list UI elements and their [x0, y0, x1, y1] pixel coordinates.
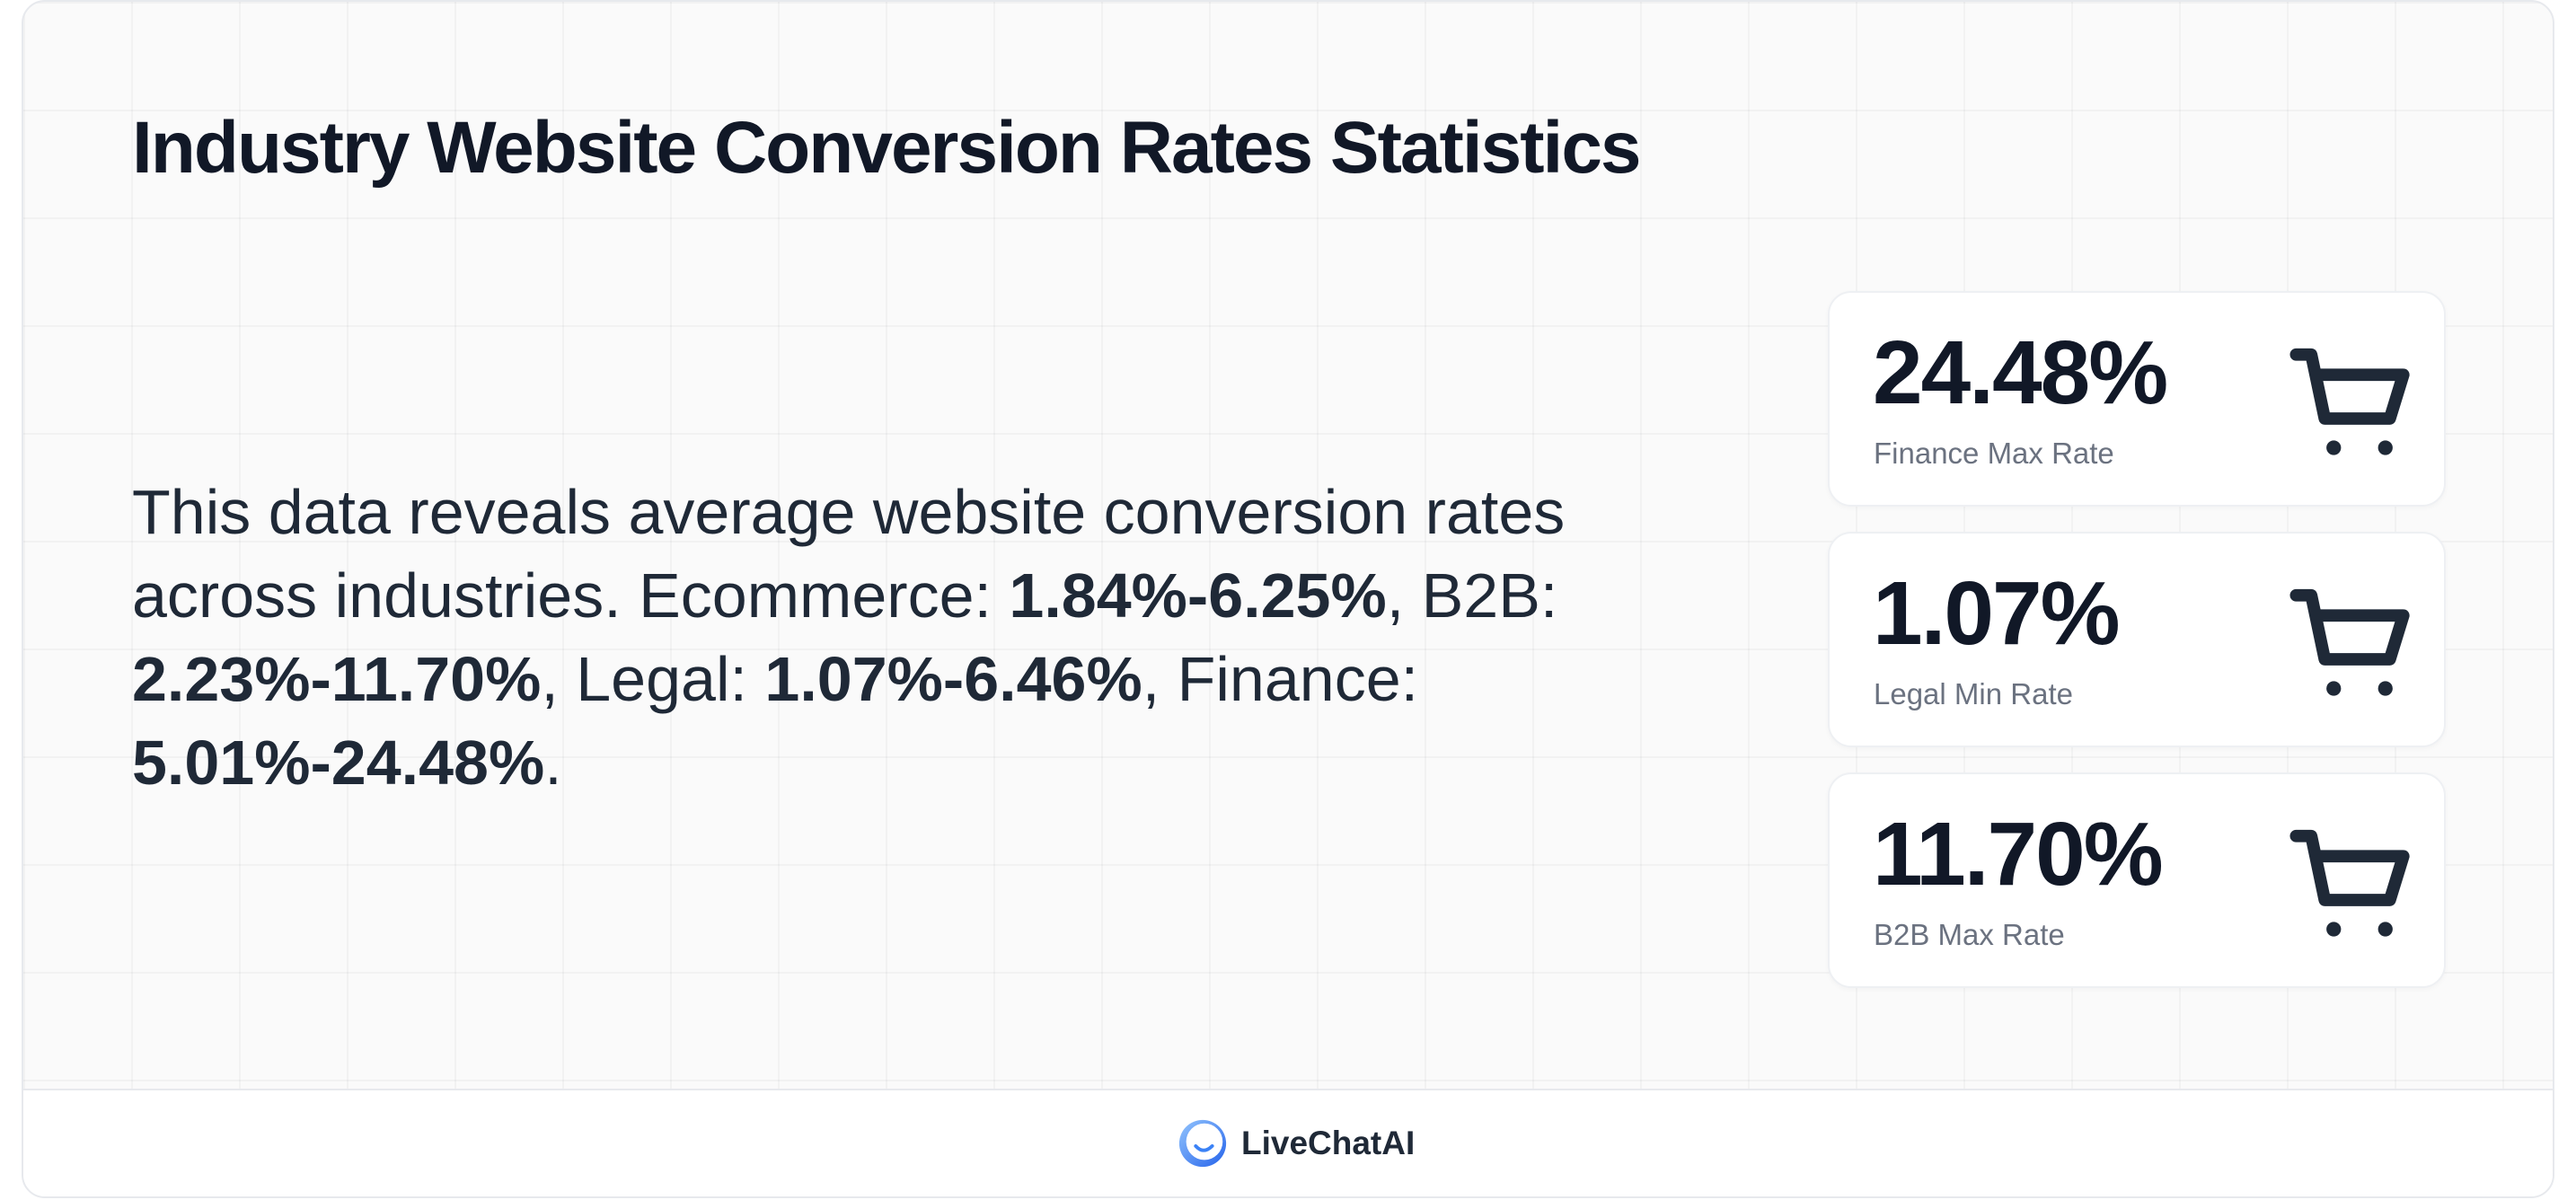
stat-label: Finance Max Rate — [1874, 437, 2114, 470]
stat-card-finance-max: 24.48% Finance Max Rate — [1828, 291, 2446, 507]
shopping-cart-icon — [2289, 348, 2410, 455]
stat-value: 11.70% — [1873, 804, 2164, 904]
ecommerce-range: 1.84%-6.25% — [1009, 560, 1387, 631]
description-b2b-label: , B2B: — [1386, 560, 1558, 631]
stat-cards: 24.48% Finance Max Rate 1.07% Legal Min … — [1828, 291, 2446, 1013]
smile-chat-logo-icon — [1178, 1119, 1227, 1168]
brand-name: LiveChatAI — [1241, 1125, 1416, 1161]
brand: LiveChatAI — [1177, 1116, 1415, 1171]
shopping-cart-icon — [2289, 829, 2410, 937]
legal-range: 1.07%-6.46% — [764, 644, 1142, 714]
page-title: Industry Website Conversion Rates Statis… — [132, 107, 1642, 189]
stat-card-legal-min: 1.07% Legal Min Rate — [1828, 532, 2446, 747]
shopping-cart-icon — [2289, 588, 2410, 696]
description-text: This data reveals average website conver… — [132, 471, 1605, 805]
stat-card-b2b-max: 11.70% B2B Max Rate — [1828, 772, 2446, 988]
b2b-range: 2.23%-11.70% — [132, 644, 542, 714]
description-finance-label: , Finance: — [1142, 644, 1419, 714]
footer: LiveChatAI — [23, 1089, 2553, 1196]
stat-value: 1.07% — [1873, 563, 2121, 664]
description-end: . — [544, 728, 562, 798]
stat-label: B2B Max Rate — [1874, 918, 2065, 951]
infographic-card: Industry Website Conversion Rates Statis… — [22, 0, 2554, 1198]
description-intro: This data reveals average website conver… — [132, 477, 1566, 631]
finance-range: 5.01%-24.48% — [132, 728, 545, 798]
stat-label: Legal Min Rate — [1874, 677, 2073, 710]
description-legal-label: , Legal: — [541, 644, 765, 714]
stat-value: 24.48% — [1873, 322, 2168, 423]
